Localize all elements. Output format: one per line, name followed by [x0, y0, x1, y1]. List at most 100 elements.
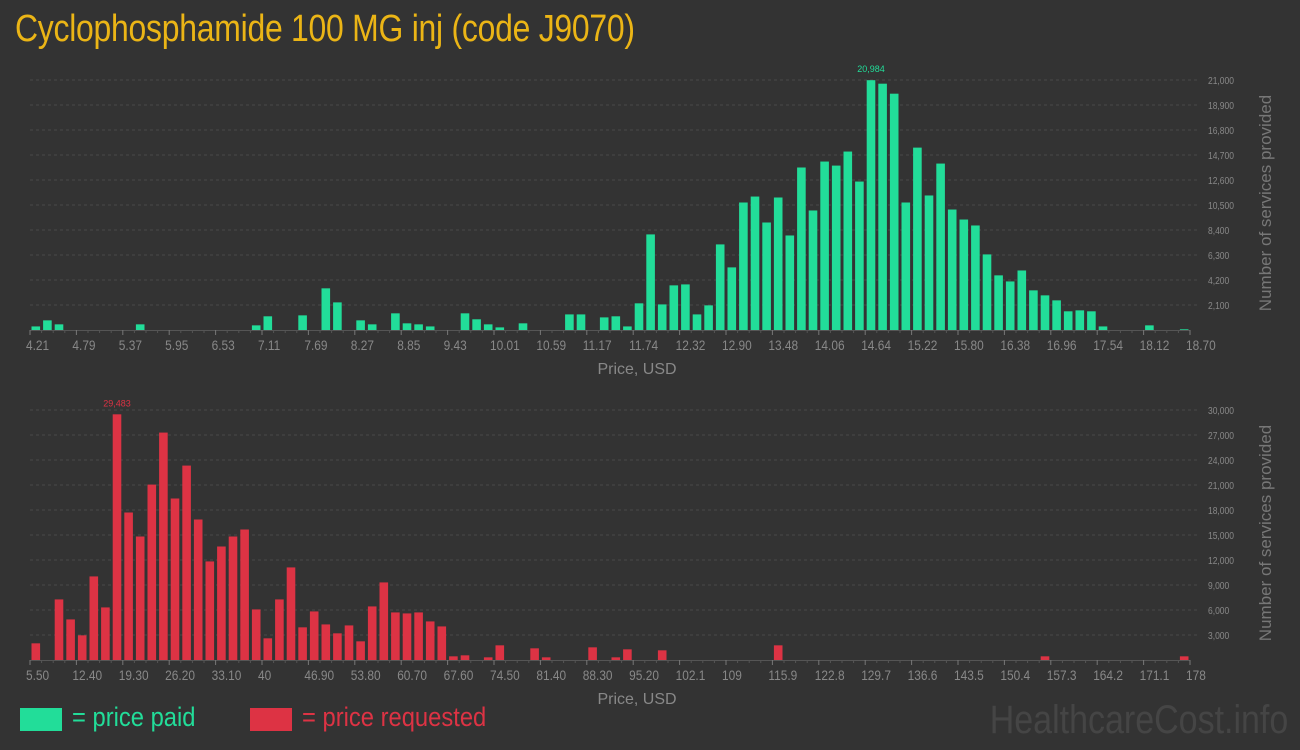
bar — [588, 647, 597, 660]
bar — [356, 320, 365, 330]
bar — [437, 626, 447, 660]
x-tick-label: 33.10 — [212, 667, 242, 683]
bar — [657, 304, 667, 330]
bar — [1040, 656, 1050, 660]
bar — [727, 267, 737, 330]
bar — [611, 657, 621, 660]
bar — [43, 320, 52, 330]
bar — [135, 324, 145, 330]
y-axis-title: Number of services provided — [1256, 95, 1275, 311]
x-tick-label: 18.70 — [1186, 337, 1216, 353]
y-tick-label: 9,000 — [1208, 580, 1229, 591]
x-tick-label: 8.27 — [351, 337, 374, 353]
bar — [367, 324, 377, 330]
bar — [135, 536, 145, 660]
bar — [924, 195, 934, 330]
x-axis-title: Price, USD — [597, 691, 676, 708]
bar — [298, 315, 307, 330]
x-tick-label: 150.4 — [1000, 667, 1030, 683]
bar — [947, 209, 957, 330]
bar — [321, 288, 331, 330]
bar — [623, 649, 632, 660]
bar — [704, 305, 713, 330]
bar — [959, 219, 969, 330]
bar — [182, 465, 191, 660]
bar — [634, 303, 644, 330]
bar — [483, 324, 493, 330]
x-tick-label: 129.7 — [861, 667, 891, 683]
bar — [460, 655, 470, 660]
x-tick-label: 10.59 — [536, 337, 566, 353]
y-tick-label: 27,000 — [1208, 430, 1234, 441]
bar — [367, 606, 377, 660]
y-tick-label: 6,000 — [1208, 605, 1229, 616]
bar — [425, 621, 435, 660]
bar — [530, 648, 539, 660]
x-tick-label: 8.85 — [397, 337, 420, 353]
bar — [124, 512, 133, 660]
x-tick-label: 10.01 — [490, 337, 520, 353]
x-tick-label: 18.12 — [1140, 337, 1170, 353]
x-tick-label: 143.5 — [954, 667, 984, 683]
bar — [251, 609, 261, 660]
bar — [217, 546, 226, 660]
bar — [402, 323, 412, 330]
bar — [646, 234, 655, 330]
x-tick-label: 171.1 — [1140, 667, 1170, 683]
bar — [773, 197, 783, 330]
x-tick-label: 4.79 — [72, 337, 95, 353]
bar — [286, 567, 296, 660]
x-tick-label: 9.43 — [444, 337, 467, 353]
bar — [901, 202, 911, 330]
bar — [599, 317, 609, 330]
y-tick-label: 12,600 — [1208, 175, 1234, 186]
legend-swatch-paid — [20, 708, 62, 731]
max-value-label: 20,984 — [857, 64, 885, 74]
bar — [495, 327, 505, 330]
bar — [773, 645, 783, 660]
bar — [1087, 311, 1096, 330]
bar — [576, 314, 586, 330]
y-tick-label: 18,000 — [1208, 505, 1234, 516]
x-tick-label: 7.69 — [304, 337, 327, 353]
bar — [878, 83, 887, 330]
bar — [611, 316, 621, 330]
x-tick-label: 5.50 — [26, 667, 49, 683]
bar — [681, 284, 690, 330]
x-tick-label: 17.54 — [1093, 337, 1123, 353]
x-tick-label: 60.70 — [397, 667, 427, 683]
bar — [251, 325, 261, 330]
x-tick-label: 14.06 — [815, 337, 845, 353]
bar — [31, 643, 41, 660]
bar — [1179, 329, 1189, 330]
x-tick-label: 122.8 — [815, 667, 845, 683]
bar — [1179, 656, 1189, 660]
bar — [460, 313, 470, 330]
x-tick-label: 81.40 — [536, 667, 566, 683]
bar — [101, 607, 110, 660]
watermark: HealthcareCost.info — [989, 698, 1288, 742]
x-tick-label: 12.32 — [676, 337, 706, 353]
y-tick-label: 18,900 — [1208, 100, 1234, 111]
bar — [936, 163, 945, 330]
bar — [170, 498, 180, 660]
bar — [402, 613, 412, 660]
y-tick-label: 10,500 — [1208, 200, 1234, 211]
bar — [1098, 326, 1108, 330]
x-tick-label: 67.60 — [444, 667, 474, 683]
x-tick-label: 12.40 — [72, 667, 102, 683]
bar — [565, 314, 574, 330]
y-tick-label: 2,100 — [1208, 300, 1229, 311]
y-tick-label: 3,000 — [1208, 630, 1229, 641]
legend-label-requested: = price requested — [302, 702, 487, 732]
bar — [379, 582, 389, 660]
x-tick-label: 88.30 — [583, 667, 613, 683]
bar — [309, 611, 319, 660]
bar — [913, 147, 922, 330]
x-tick-label: 178 — [1186, 667, 1206, 683]
bar — [715, 244, 725, 330]
bar — [820, 161, 829, 330]
x-tick-label: 15.22 — [908, 337, 938, 353]
bar — [657, 650, 667, 660]
y-tick-label: 12,000 — [1208, 555, 1234, 566]
